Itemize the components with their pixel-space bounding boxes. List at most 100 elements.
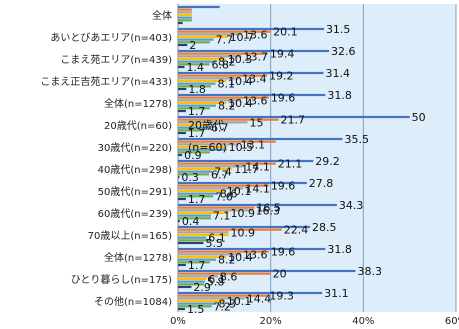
category-label: 60歳代(n=239)	[98, 208, 172, 220]
data-label: 8.6	[220, 188, 238, 201]
data-label: 10.9	[231, 207, 256, 220]
data-label: 10.7	[230, 31, 255, 44]
data-label: 21.7	[281, 114, 306, 127]
bar	[178, 280, 205, 283]
bar	[178, 151, 210, 154]
data-label: 16.3	[256, 204, 280, 217]
data-label: 19.4	[270, 48, 295, 61]
bar	[178, 206, 255, 209]
data-label: 7.6	[215, 190, 233, 203]
bar	[178, 65, 185, 69]
data-label: 35.5	[344, 133, 369, 146]
bar	[178, 27, 324, 31]
data-label: 19.2	[269, 70, 294, 83]
data-label: 20.1	[273, 26, 298, 39]
bar	[178, 123, 210, 127]
data-label: 1.7	[188, 193, 206, 206]
bar	[178, 101, 227, 105]
data-label: 14.1	[245, 160, 270, 173]
bar	[178, 71, 324, 75]
data-label: 7.4	[214, 166, 232, 179]
data-label: 6.8	[212, 58, 230, 71]
data-label: 10.9	[231, 226, 256, 239]
category-label: 全体(n=1278)	[104, 97, 172, 110]
bar	[178, 49, 330, 53]
data-label: 0.3	[181, 171, 199, 184]
data-label: 8.2	[218, 254, 236, 267]
data-label: 13.1	[241, 138, 265, 151]
bar	[178, 96, 269, 99]
data-label: 7.7	[216, 34, 234, 47]
data-label: 20	[273, 268, 287, 281]
bar	[178, 38, 214, 41]
bar	[178, 115, 410, 119]
data-label: 6.1	[208, 232, 226, 245]
bar	[178, 74, 267, 77]
data-label: 10.1	[227, 295, 252, 308]
bar	[178, 60, 216, 63]
bar	[178, 307, 185, 311]
bar	[178, 285, 192, 289]
data-label: 10.4	[228, 97, 253, 110]
data-label: 31.1	[324, 287, 349, 300]
bar	[178, 145, 227, 149]
bar	[178, 263, 186, 267]
data-label: 19.6	[271, 92, 296, 105]
category-label: 30歳代(n=220)	[98, 142, 172, 154]
bar	[178, 55, 242, 58]
bar	[178, 85, 211, 88]
bar	[178, 5, 220, 9]
bar	[178, 159, 314, 163]
bar	[178, 272, 271, 275]
bar	[178, 57, 226, 61]
bar	[178, 140, 276, 143]
bar	[178, 197, 186, 201]
bar	[178, 107, 210, 110]
bar	[178, 82, 216, 85]
bar	[178, 211, 229, 215]
bar	[178, 131, 186, 135]
bar	[178, 269, 356, 273]
bar	[178, 167, 233, 171]
data-label: 14.1	[245, 182, 270, 195]
data-label: 38.3	[357, 265, 382, 278]
bar	[178, 187, 244, 190]
bar	[178, 30, 272, 33]
bar	[178, 52, 268, 55]
data-label: 0.9	[184, 149, 202, 162]
data-label: 2.9	[193, 281, 211, 294]
bar	[178, 99, 242, 102]
data-label: 31.8	[327, 89, 352, 102]
data-label: 8.2	[218, 56, 236, 69]
bar	[178, 33, 242, 36]
bar	[178, 79, 227, 83]
data-label: 8.1	[218, 78, 236, 91]
category-label: ひとり暮らし(n=175)	[71, 273, 172, 286]
data-label: 13.7	[243, 50, 268, 63]
bar	[178, 231, 229, 234]
bar	[178, 217, 211, 220]
data-label: 15	[250, 116, 264, 129]
overlay-label: (n=60)	[188, 141, 227, 154]
category-label: その他(n=1084)	[94, 295, 172, 308]
data-label: 13.6	[243, 248, 268, 261]
category-label: 全体(n=1278)	[104, 251, 172, 264]
bar	[178, 153, 183, 157]
bar	[178, 203, 337, 207]
data-label: 1.7	[188, 259, 206, 272]
bar	[178, 299, 225, 303]
bar	[178, 170, 213, 173]
data-label: 19.3	[269, 290, 294, 303]
data-label: 27.8	[309, 177, 334, 190]
bar	[178, 291, 323, 295]
bar	[178, 192, 218, 195]
bar	[178, 275, 218, 278]
bar	[178, 93, 326, 97]
data-label: 6.1	[208, 273, 226, 286]
category-label: こまえ正吉苑エリア(n=433)	[40, 75, 172, 88]
bar	[178, 109, 186, 113]
data-label: 10.4	[228, 75, 253, 88]
bar	[178, 21, 183, 25]
